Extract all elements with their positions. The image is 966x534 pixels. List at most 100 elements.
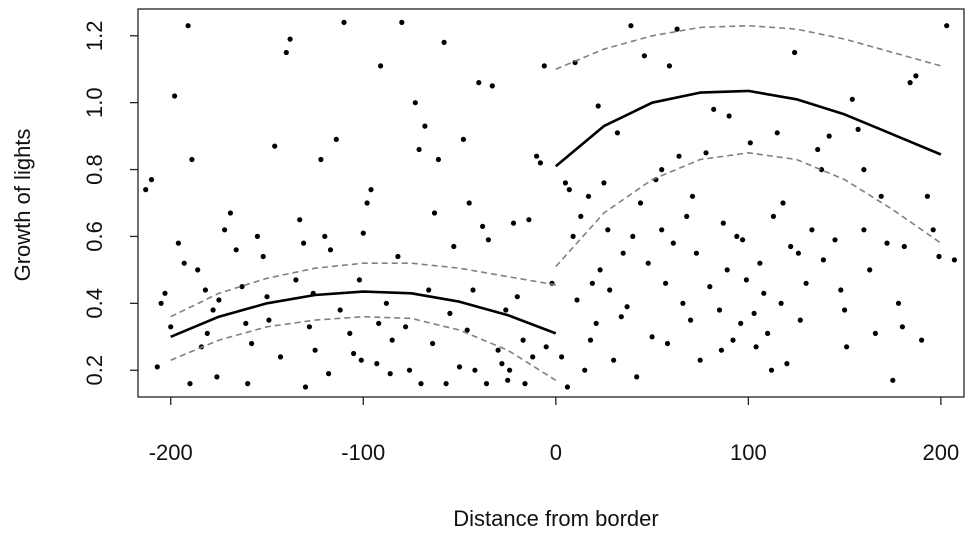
data-point bbox=[641, 53, 648, 59]
data-point bbox=[730, 337, 736, 343]
data-point bbox=[637, 200, 644, 206]
data-point bbox=[195, 267, 201, 273]
data-point bbox=[395, 253, 401, 260]
data-point bbox=[503, 307, 509, 313]
data-point bbox=[620, 250, 626, 256]
data-point bbox=[578, 213, 584, 219]
data-point bbox=[447, 310, 453, 316]
data-point bbox=[472, 367, 478, 373]
data-point bbox=[522, 381, 528, 387]
data-point bbox=[855, 126, 861, 132]
data-point bbox=[663, 280, 669, 286]
data-point bbox=[895, 300, 902, 306]
data-point bbox=[403, 324, 409, 330]
x-tick-label: -100 bbox=[341, 440, 385, 465]
data-point bbox=[389, 337, 395, 343]
data-point bbox=[483, 381, 490, 387]
data-point bbox=[306, 324, 312, 330]
data-point bbox=[143, 187, 149, 193]
data-point bbox=[936, 253, 942, 260]
data-point bbox=[697, 357, 703, 363]
data-point bbox=[333, 136, 339, 142]
data-point bbox=[541, 63, 547, 69]
data-point bbox=[582, 367, 588, 373]
data-point bbox=[254, 233, 260, 239]
data-point bbox=[326, 371, 332, 377]
data-point bbox=[645, 260, 651, 266]
y-tick-label: 0.8 bbox=[82, 154, 107, 185]
data-point bbox=[172, 93, 178, 99]
x-tick-label: 0 bbox=[550, 440, 562, 465]
data-point bbox=[356, 277, 362, 283]
data-point bbox=[283, 49, 289, 56]
data-point bbox=[720, 220, 726, 226]
data-point bbox=[204, 330, 210, 336]
data-point bbox=[624, 304, 630, 310]
data-point bbox=[734, 233, 740, 239]
data-point bbox=[514, 294, 520, 300]
data-point bbox=[674, 26, 680, 32]
data-point bbox=[374, 361, 380, 367]
plot-frame bbox=[137, 8, 965, 398]
fit-right-line bbox=[554, 89, 942, 168]
data-point bbox=[842, 307, 848, 313]
data-point bbox=[287, 36, 293, 42]
data-point bbox=[707, 284, 713, 290]
data-point bbox=[505, 377, 511, 383]
data-point bbox=[593, 320, 599, 326]
data-point bbox=[611, 357, 617, 363]
data-point bbox=[605, 227, 611, 233]
data-point bbox=[770, 213, 777, 219]
y-tick-label: 0.4 bbox=[82, 288, 107, 319]
data-point bbox=[753, 344, 759, 350]
data-point bbox=[470, 287, 476, 293]
data-point bbox=[595, 103, 601, 109]
y-tick-label: 1.2 bbox=[82, 21, 107, 52]
data-point bbox=[260, 253, 266, 260]
data-point bbox=[368, 187, 374, 193]
data-point bbox=[216, 297, 222, 303]
data-point bbox=[693, 250, 700, 256]
x-axis-title: Distance from border bbox=[453, 506, 658, 531]
data-point bbox=[435, 156, 441, 163]
data-point bbox=[649, 334, 655, 340]
data-point bbox=[185, 23, 191, 29]
data-point bbox=[797, 317, 803, 323]
data-point bbox=[266, 317, 272, 323]
data-point bbox=[740, 237, 746, 243]
data-point bbox=[585, 193, 592, 199]
data-point bbox=[376, 320, 382, 326]
data-point bbox=[559, 354, 565, 360]
data-point bbox=[570, 233, 576, 239]
data-point bbox=[820, 257, 827, 263]
data-point bbox=[711, 106, 717, 112]
data-point bbox=[597, 267, 603, 273]
data-point bbox=[670, 240, 676, 246]
data-point bbox=[944, 23, 950, 29]
data-point bbox=[765, 330, 771, 336]
data-point bbox=[489, 83, 495, 89]
data-point bbox=[890, 377, 896, 383]
data-point bbox=[676, 153, 682, 159]
data-point bbox=[784, 361, 790, 367]
data-point bbox=[872, 330, 879, 336]
data-point bbox=[416, 146, 422, 153]
data-point bbox=[628, 23, 634, 29]
data-point bbox=[659, 167, 665, 173]
data-point bbox=[844, 344, 850, 350]
data-point bbox=[861, 227, 867, 233]
data-point bbox=[456, 364, 463, 370]
data-point bbox=[795, 250, 802, 256]
data-point bbox=[601, 180, 607, 186]
y-tick-label: 1.0 bbox=[82, 87, 107, 118]
data-point bbox=[884, 240, 890, 246]
data-point bbox=[718, 347, 725, 353]
data-point bbox=[634, 374, 640, 380]
data-point bbox=[537, 160, 544, 166]
y-tick-label: 0.2 bbox=[82, 355, 107, 386]
data-point bbox=[302, 384, 309, 390]
data-point bbox=[768, 367, 775, 373]
data-point bbox=[443, 381, 449, 387]
data-point bbox=[530, 354, 536, 360]
